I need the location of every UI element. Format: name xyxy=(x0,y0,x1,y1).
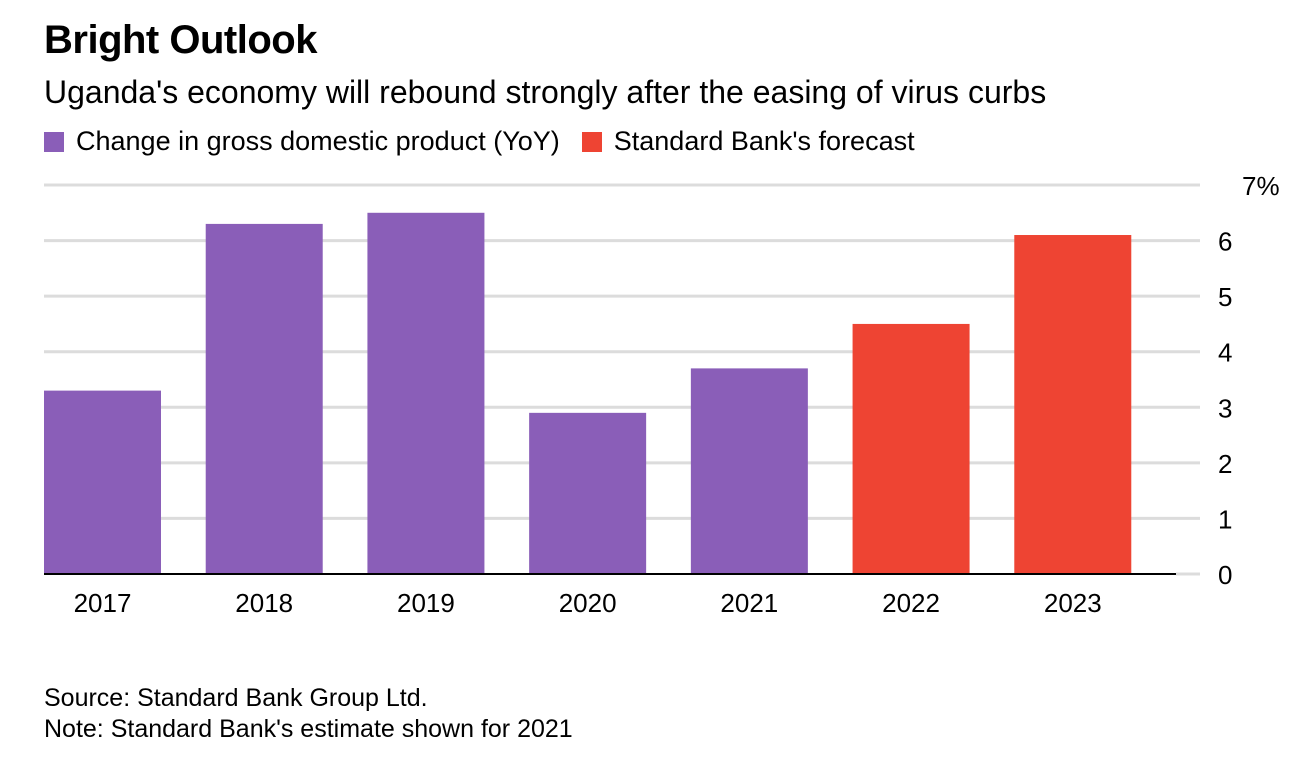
y-tick-label: 5 xyxy=(1218,282,1232,312)
x-tick-label: 2017 xyxy=(74,588,132,618)
bar-2019 xyxy=(367,212,485,575)
legend-item-forecast: Standard Bank's forecast xyxy=(581,126,915,157)
y-tick-label: 2 xyxy=(1218,449,1232,479)
y-tick-label: 6 xyxy=(1218,227,1232,257)
bar-2022 xyxy=(852,323,970,574)
y-tick-label: 7% xyxy=(1242,171,1280,201)
bar-2018 xyxy=(205,223,323,574)
bar-2023 xyxy=(1014,235,1132,574)
bar-2021 xyxy=(690,368,808,574)
x-tick-label: 2020 xyxy=(559,588,617,618)
y-tick-label: 1 xyxy=(1218,504,1232,534)
chart-subtitle: Uganda's economy will rebound strongly a… xyxy=(44,74,1047,110)
legend-label-gdp: Change in gross domestic product (YoY) xyxy=(76,126,560,156)
legend-item-gdp: Change in gross domestic product (YoY) xyxy=(44,126,560,157)
footnote: Note: Standard Bank's estimate shown for… xyxy=(44,715,573,743)
bar-2020 xyxy=(529,412,647,574)
legend-swatch-forecast xyxy=(581,131,602,152)
legend-label-forecast: Standard Bank's forecast xyxy=(613,126,915,156)
x-tick-label: 2023 xyxy=(1044,588,1102,618)
x-tick-label: 2019 xyxy=(397,588,455,618)
legend-swatch-gdp xyxy=(44,131,64,152)
legend: Change in gross domestic product (YoY) S… xyxy=(44,126,937,157)
bar-2017 xyxy=(44,390,161,574)
x-tick-label: 2022 xyxy=(882,588,940,618)
source-note: Source: Standard Bank Group Ltd. xyxy=(44,684,428,712)
y-tick-label: 3 xyxy=(1218,393,1232,423)
x-tick-label: 2018 xyxy=(235,588,293,618)
y-tick-label: 0 xyxy=(1218,560,1232,590)
x-tick-label: 2021 xyxy=(720,588,778,618)
chart-title: Bright Outlook xyxy=(44,18,317,62)
y-tick-label: 4 xyxy=(1218,338,1232,368)
